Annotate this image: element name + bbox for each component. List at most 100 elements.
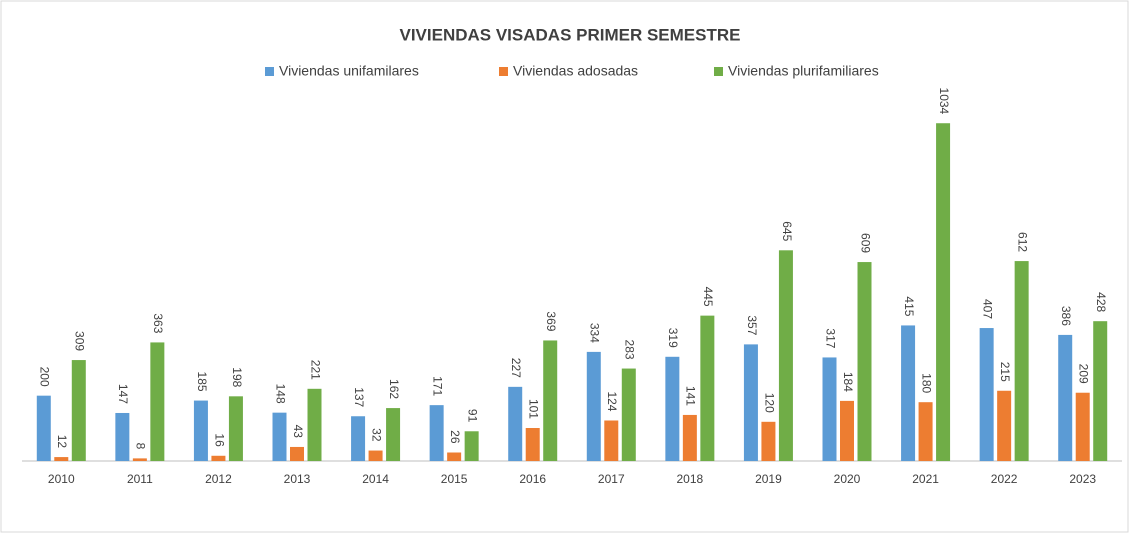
legend-swatch bbox=[265, 67, 274, 76]
value-label: 198 bbox=[230, 367, 244, 387]
bar bbox=[447, 452, 462, 461]
value-label: 184 bbox=[841, 372, 855, 392]
bar bbox=[586, 351, 601, 461]
bar bbox=[290, 446, 304, 461]
value-label: 12 bbox=[55, 435, 69, 449]
value-label: 445 bbox=[701, 287, 715, 307]
value-label: 148 bbox=[273, 384, 287, 404]
value-label: 363 bbox=[151, 313, 165, 333]
x-tick-label: 2019 bbox=[755, 472, 782, 486]
x-tick-label: 2011 bbox=[127, 472, 153, 486]
bar bbox=[604, 420, 619, 461]
value-label: 16 bbox=[212, 433, 226, 447]
value-label: 215 bbox=[998, 362, 1012, 382]
bar bbox=[36, 395, 51, 461]
value-label: 369 bbox=[544, 311, 558, 331]
bar bbox=[508, 386, 523, 461]
bar bbox=[368, 450, 383, 461]
bar bbox=[857, 262, 872, 461]
x-tick-label: 2018 bbox=[677, 472, 704, 486]
value-label: 357 bbox=[745, 315, 759, 335]
bar bbox=[71, 360, 86, 461]
value-label: 428 bbox=[1094, 292, 1108, 312]
bar bbox=[211, 455, 226, 461]
bar bbox=[682, 414, 697, 461]
value-label: 43 bbox=[291, 425, 305, 439]
value-label: 147 bbox=[116, 384, 130, 404]
x-tick-label: 2016 bbox=[519, 472, 546, 486]
value-label: 185 bbox=[195, 372, 209, 392]
bar bbox=[936, 123, 951, 461]
bar bbox=[54, 457, 69, 461]
value-label: 26 bbox=[448, 430, 462, 444]
bar bbox=[115, 412, 130, 461]
value-label: 317 bbox=[823, 328, 837, 348]
bar bbox=[997, 390, 1012, 461]
value-label: 309 bbox=[73, 331, 87, 351]
value-label: 8 bbox=[134, 443, 148, 450]
bar bbox=[1014, 261, 1029, 461]
value-label: 227 bbox=[509, 358, 523, 378]
value-label: 120 bbox=[762, 393, 776, 413]
bar bbox=[386, 408, 401, 461]
value-label: 612 bbox=[1015, 232, 1029, 252]
x-tick-label: 2010 bbox=[48, 472, 75, 486]
value-label: 319 bbox=[666, 328, 680, 348]
x-tick-label: 2017 bbox=[598, 472, 625, 486]
x-tick-label: 2023 bbox=[1069, 472, 1096, 486]
legend-label: Viviendas unifamilares bbox=[279, 63, 419, 79]
value-label: 334 bbox=[588, 323, 602, 343]
x-tick-label: 2020 bbox=[834, 472, 861, 486]
value-label: 137 bbox=[352, 387, 366, 407]
value-label: 91 bbox=[465, 409, 479, 423]
value-label: 1034 bbox=[937, 88, 951, 115]
chart-title: VIVIENDAS VISADAS PRIMER SEMESTRE bbox=[399, 25, 740, 44]
bar bbox=[307, 388, 322, 461]
bar bbox=[743, 344, 758, 461]
bar bbox=[1075, 392, 1090, 461]
value-label: 180 bbox=[919, 373, 933, 393]
bar bbox=[700, 315, 715, 461]
bar bbox=[778, 250, 793, 461]
x-tick-label: 2021 bbox=[912, 472, 939, 486]
x-tick-label: 2014 bbox=[362, 472, 389, 486]
bar bbox=[901, 325, 916, 461]
value-label: 386 bbox=[1059, 306, 1073, 326]
value-label: 200 bbox=[38, 367, 52, 387]
bar bbox=[228, 396, 243, 461]
bar bbox=[822, 357, 837, 461]
value-label: 221 bbox=[308, 360, 322, 380]
value-label: 283 bbox=[623, 340, 637, 360]
bar bbox=[665, 356, 680, 461]
legend-label: Viviendas plurifamiliares bbox=[728, 63, 879, 79]
x-tick-label: 2013 bbox=[284, 472, 311, 486]
bar bbox=[840, 400, 854, 461]
value-label: 32 bbox=[369, 428, 383, 442]
legend-swatch bbox=[499, 67, 508, 76]
value-label: 101 bbox=[527, 399, 541, 419]
x-tick-label: 2012 bbox=[205, 472, 232, 486]
x-tick-label: 2015 bbox=[441, 472, 468, 486]
bar bbox=[132, 458, 147, 461]
bar bbox=[979, 328, 994, 461]
x-tick-label: 2022 bbox=[991, 472, 1018, 486]
value-label: 209 bbox=[1077, 364, 1091, 384]
value-label: 645 bbox=[780, 221, 794, 241]
value-label: 609 bbox=[858, 233, 872, 253]
bar bbox=[351, 416, 366, 461]
legend-label: Viviendas adosadas bbox=[513, 63, 638, 79]
bar bbox=[429, 405, 444, 461]
value-label: 415 bbox=[902, 296, 916, 316]
bar bbox=[150, 342, 165, 461]
bar bbox=[918, 402, 933, 461]
bar bbox=[761, 421, 776, 461]
bar bbox=[272, 412, 287, 461]
value-label: 171 bbox=[430, 376, 444, 396]
bar bbox=[621, 368, 636, 461]
bar bbox=[1093, 321, 1108, 461]
value-label: 407 bbox=[980, 299, 994, 319]
value-label: 124 bbox=[605, 391, 619, 411]
